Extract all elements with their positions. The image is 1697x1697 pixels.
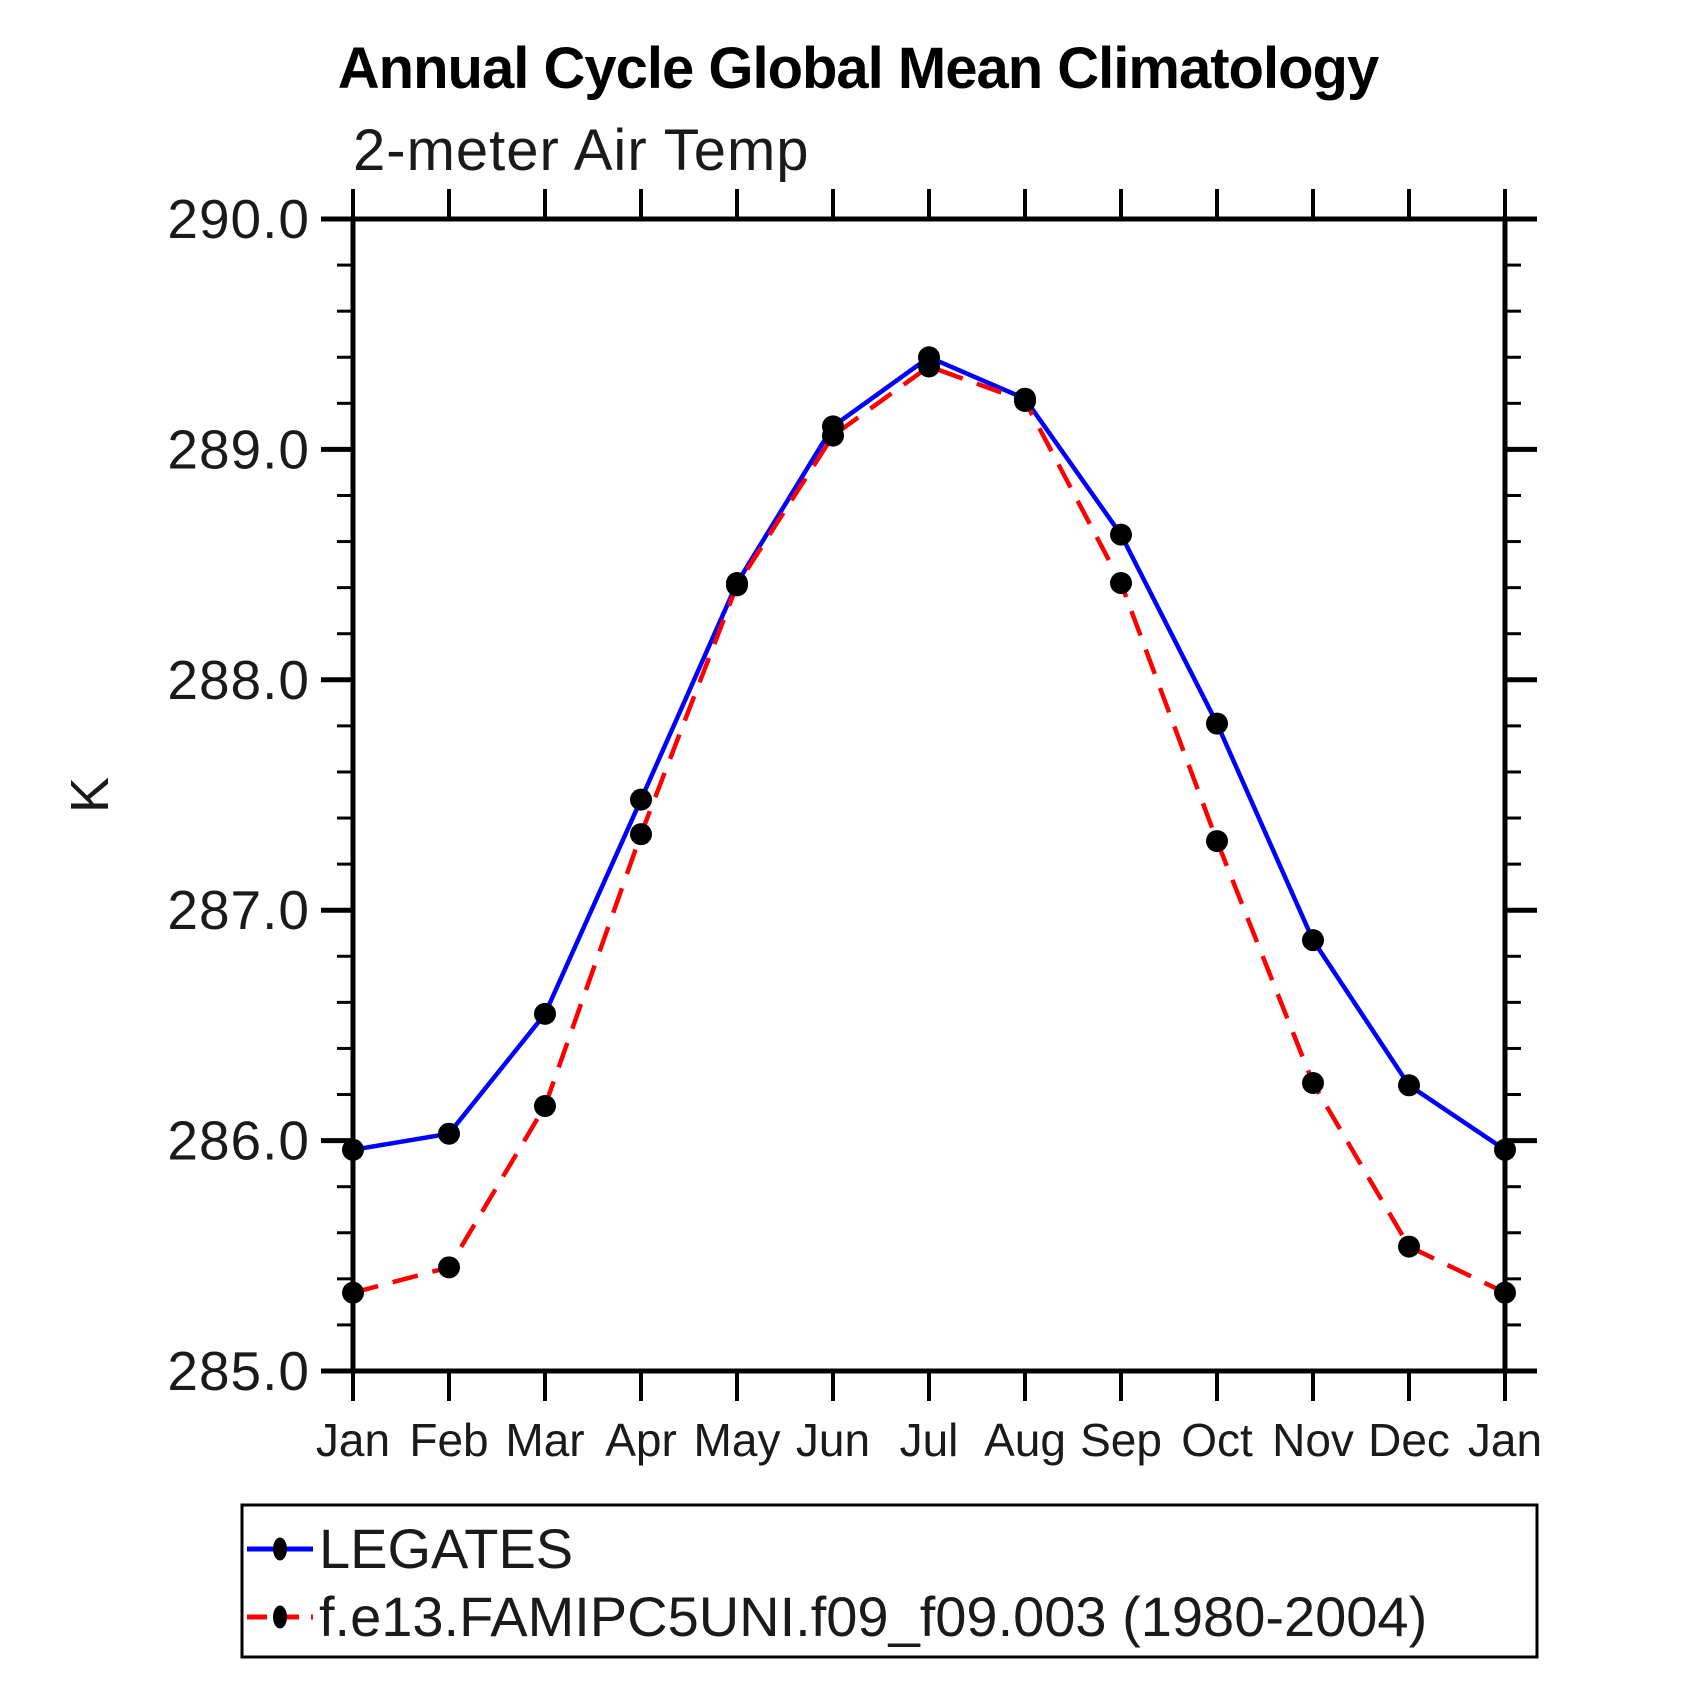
y-tick-label: 285.0	[167, 1340, 310, 1402]
x-tick-label: Jun	[796, 1414, 870, 1466]
series-markers	[342, 346, 1516, 1304]
x-tick-label: Oct	[1181, 1414, 1253, 1466]
legend-label-legates: LEGATES	[319, 1517, 573, 1580]
series-line-1	[352, 363, 1506, 1295]
data-point	[1302, 929, 1324, 952]
axis-ticks	[321, 189, 1537, 1401]
data-point	[630, 788, 652, 811]
y-tick-label: 287.0	[167, 879, 310, 941]
x-tick-label: Mar	[505, 1414, 584, 1466]
x-tick-label: Aug	[984, 1414, 1066, 1466]
data-point	[1014, 390, 1036, 413]
data-point	[1398, 1235, 1420, 1258]
data-point	[1110, 523, 1132, 546]
data-point	[534, 1095, 556, 1118]
chart-subtitle: 2-meter Air Temp	[353, 118, 810, 183]
x-tick-label: Jan	[316, 1414, 390, 1466]
x-tick-label: Jan	[1468, 1414, 1542, 1466]
y-tick-labels: 285.0 286.0 287.0 288.0 289.0 290.0	[167, 188, 310, 1402]
x-tick-label: Sep	[1080, 1414, 1162, 1466]
x-tick-label: Dec	[1368, 1414, 1450, 1466]
data-point	[1110, 572, 1132, 595]
data-point	[1302, 1072, 1324, 1094]
x-tick-label: Feb	[409, 1414, 488, 1466]
y-tick-label: 290.0	[167, 188, 310, 250]
legend-item-model: f.e13.FAMIPC5UNI.f09_f09.003 (1980-2004)	[247, 1585, 1427, 1648]
x-tick-labels: Jan Feb Mar Apr May Jun Jul Aug Sep Oct Nov Dec Jan	[316, 1414, 1542, 1466]
chart-title: Annual Cycle Global Mean Climatology	[338, 36, 1379, 101]
data-point	[1494, 1138, 1516, 1161]
series-line-0	[352, 354, 1507, 1153]
data-point	[822, 424, 844, 447]
data-point	[438, 1256, 460, 1279]
plot-frame	[350, 216, 1508, 1374]
x-tick-label: Jul	[900, 1414, 959, 1466]
data-point	[1206, 830, 1228, 853]
legend: LEGATES f.e13.FAMIPC5UNI.f09_f09.003 (19…	[240, 1503, 1539, 1659]
legend-marker-dot-icon	[273, 1537, 287, 1561]
y-tick-label: 289.0	[167, 418, 310, 480]
data-point	[630, 823, 652, 846]
y-tick-label: 288.0	[167, 649, 310, 711]
legend-item-legates: LEGATES	[247, 1517, 573, 1580]
data-point	[342, 1138, 364, 1161]
data-point	[726, 574, 748, 597]
data-point	[1206, 712, 1228, 735]
x-tick-label: May	[694, 1414, 781, 1466]
legend-border	[240, 1503, 1539, 1659]
y-axis-title: K	[60, 777, 120, 813]
data-point	[342, 1281, 364, 1304]
legend-label-model: f.e13.FAMIPC5UNI.f09_f09.003 (1980-2004)	[319, 1585, 1427, 1648]
x-tick-label: Apr	[605, 1414, 677, 1466]
plot-border	[350, 216, 1508, 1374]
data-point	[1494, 1281, 1516, 1304]
x-tick-label: Nov	[1272, 1414, 1354, 1466]
legend-marker-dot-icon	[273, 1605, 287, 1629]
data-point	[1398, 1074, 1420, 1097]
y-tick-label: 286.0	[167, 1110, 310, 1172]
data-point	[534, 1002, 556, 1025]
series-lines	[352, 354, 1507, 1295]
data-point	[918, 355, 940, 378]
data-point	[438, 1122, 460, 1145]
